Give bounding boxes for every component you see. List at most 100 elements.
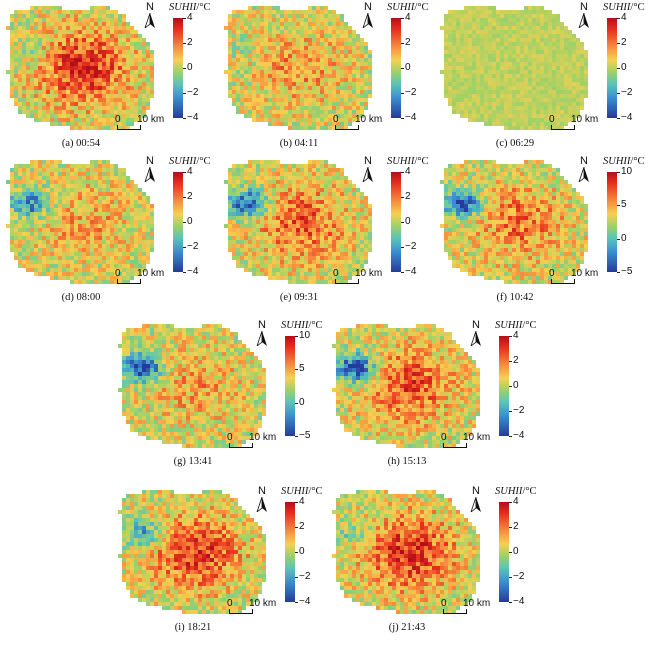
map-pixel [10, 228, 14, 232]
map-pixel [86, 200, 90, 204]
map-pixel [86, 110, 90, 114]
map-pixel [236, 54, 240, 58]
map-pixel [236, 38, 240, 42]
map-pixel [18, 180, 22, 184]
map-pixel [78, 196, 82, 200]
map-pixel [66, 98, 70, 102]
map-pixel [46, 42, 50, 46]
map-pixel [360, 66, 364, 70]
scale-line [117, 125, 141, 130]
map-pixel [110, 114, 114, 118]
map-pixel [18, 232, 22, 236]
map-pixel [256, 106, 260, 110]
map-pixel [304, 188, 308, 192]
map-pixel [272, 78, 276, 82]
map-pixel [580, 86, 584, 90]
map-pixel [122, 106, 126, 110]
map-pixel [18, 252, 22, 256]
map-pixel [280, 34, 284, 38]
map-pixel [308, 74, 312, 78]
map-pixel [26, 252, 30, 256]
map-pixel [288, 106, 292, 110]
map-pixel [284, 54, 288, 58]
map-pixel [276, 264, 280, 268]
map-pixel [492, 62, 496, 66]
map-pixel [114, 110, 118, 114]
map-pixel [268, 192, 272, 196]
map-pixel [460, 62, 464, 66]
map-pixel [138, 114, 142, 118]
map-pixel [62, 54, 66, 58]
map-pixel [264, 196, 268, 200]
map-pixel [102, 94, 106, 98]
map-pixel [74, 204, 78, 208]
map-pixel [126, 228, 130, 232]
map-pixel [256, 74, 260, 78]
map-pixel [360, 114, 364, 118]
map-pixel [320, 58, 324, 62]
map-pixel [284, 78, 288, 82]
map-pixel [248, 106, 252, 110]
map-pixel [340, 204, 344, 208]
map-pixel [232, 102, 236, 106]
map-pixel [232, 26, 236, 30]
map-pixel [46, 10, 50, 14]
map-pixel [356, 240, 360, 244]
map-pixel [22, 204, 26, 208]
north-label: N [580, 1, 588, 13]
map-pixel [236, 102, 240, 106]
map-pixel [26, 106, 30, 110]
map-pixel [544, 106, 548, 110]
map-pixel [240, 98, 244, 102]
map-pixel [34, 6, 38, 10]
map-pixel [280, 164, 284, 168]
map-pixel [150, 70, 154, 74]
map-pixel [236, 46, 240, 50]
map-pixel [508, 30, 512, 34]
map-pixel [516, 66, 520, 70]
map-pixel [134, 236, 138, 240]
map-pixel [240, 18, 244, 22]
map-pixel [86, 54, 90, 58]
map-pixel [568, 86, 572, 90]
map-pixel [276, 50, 280, 54]
map-pixel [70, 188, 74, 192]
map-pixel [496, 58, 500, 62]
map-pixel [122, 110, 126, 114]
map-pixel [30, 212, 34, 216]
map-pixel [472, 10, 476, 14]
map-pixel [300, 268, 304, 272]
map-pixel [50, 192, 54, 196]
map-pixel [344, 272, 348, 276]
map-pixel [360, 58, 364, 62]
map-pixel [480, 58, 484, 62]
map-pixel [138, 90, 142, 94]
map-pixel [34, 86, 38, 90]
map-pixel [18, 58, 22, 62]
map-pixel [34, 232, 38, 236]
map-pixel [46, 50, 50, 54]
map-pixel [316, 70, 320, 74]
map-pixel [98, 78, 102, 82]
map-pixel [70, 280, 74, 284]
map-pixel [106, 14, 110, 18]
map-pixel [464, 70, 468, 74]
map-pixel [232, 168, 236, 172]
map-pixel [46, 54, 50, 58]
map-pixel [544, 82, 548, 86]
map-pixel [284, 260, 288, 264]
map-pixel [532, 102, 536, 106]
map-pixel [142, 236, 146, 240]
map-pixel [304, 110, 308, 114]
map-pixel [66, 244, 70, 248]
map-pixel [364, 200, 368, 204]
map-pixel [324, 204, 328, 208]
map-pixel [308, 212, 312, 216]
map-pixel [14, 74, 18, 78]
map-pixel [516, 18, 520, 22]
map-pixel [516, 14, 520, 18]
map-pixel [22, 94, 26, 98]
map-pixel [520, 54, 524, 58]
map-pixel [280, 10, 284, 14]
map-pixel [528, 26, 532, 30]
